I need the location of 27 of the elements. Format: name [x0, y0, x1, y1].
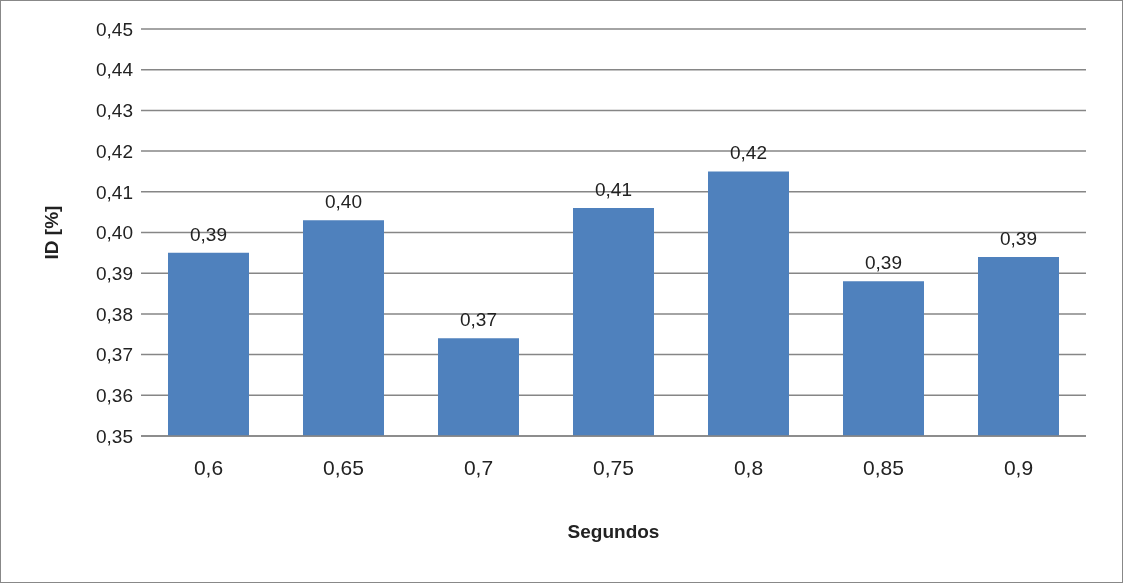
- x-tick-label: 0,75: [593, 455, 634, 479]
- data-label: 0,39: [865, 252, 902, 274]
- data-label: 0,40: [325, 191, 362, 213]
- x-tick-label: 0,9: [1003, 455, 1034, 479]
- y-tick-label: 0,38: [96, 303, 133, 325]
- y-tick-label: 0,42: [96, 140, 133, 162]
- y-tick-label: 0,39: [96, 262, 133, 284]
- data-label: 0,41: [595, 179, 632, 201]
- x-axis-title: Segundos: [567, 521, 660, 542]
- x-tick-label: 0,65: [323, 455, 364, 479]
- y-tick-label: 0,44: [96, 59, 134, 81]
- x-tick-label: 0,8: [733, 455, 764, 479]
- y-tick-label: 0,35: [96, 425, 133, 447]
- y-tick-label: 0,43: [96, 100, 133, 122]
- x-tick-label: 0,7: [463, 455, 494, 479]
- y-tick-label: 0,40: [96, 222, 133, 244]
- y-axis-title: ID [%]: [40, 205, 62, 260]
- data-label: 0,42: [730, 142, 767, 164]
- x-tick-label: 0,85: [863, 455, 904, 479]
- y-tick-label: 0,37: [96, 344, 133, 366]
- x-tick-label: 0,6: [193, 455, 224, 479]
- data-label: 0,37: [460, 309, 497, 331]
- data-label: 0,39: [190, 223, 227, 245]
- y-tick-label: 0,41: [96, 181, 133, 203]
- data-label: 0,39: [1000, 227, 1037, 249]
- y-tick-label: 0,45: [96, 18, 133, 40]
- y-tick-label: 0,36: [96, 385, 133, 407]
